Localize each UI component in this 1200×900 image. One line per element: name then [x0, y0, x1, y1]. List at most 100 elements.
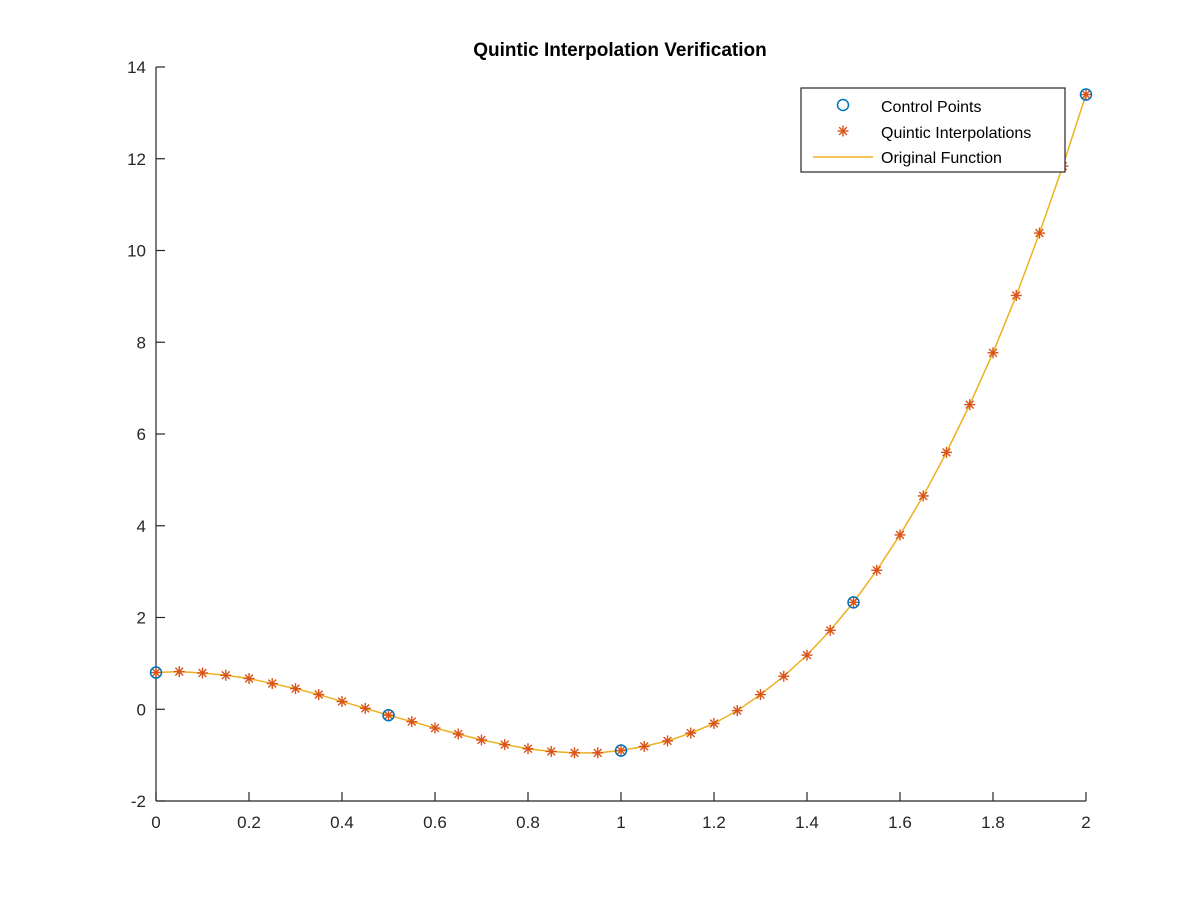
plot-axes: 0 0.2 0.4 0.6 0.8 1 1.2 1.4 1.6 1.8 2 -2 0 2 4 6 8 10 12 14 — [127, 58, 1091, 832]
interpolation-point — [615, 745, 627, 757]
legend-label-original-function: Original Function — [881, 150, 1002, 167]
interpolation-point — [406, 716, 418, 728]
asterisk-stroke — [872, 565, 882, 575]
x-tick-label: 1.4 — [795, 813, 819, 832]
interpolation-point — [708, 717, 720, 729]
interpolation-point — [941, 446, 952, 458]
interpolation-point — [359, 702, 371, 714]
quintic-interpolations-series — [150, 89, 1092, 759]
legend-marker-quintic-interpolations — [837, 125, 849, 137]
asterisk-stroke — [732, 706, 742, 716]
asterisk-stroke — [686, 728, 696, 738]
asterisk-stroke — [1035, 228, 1044, 238]
asterisk-stroke — [663, 736, 672, 746]
interpolation-point — [1080, 89, 1092, 101]
control-points-series — [149, 88, 1093, 757]
control-point — [149, 666, 163, 679]
asterisk-stroke — [895, 530, 905, 540]
interpolation-point — [383, 709, 394, 721]
asterisk-stroke — [802, 650, 812, 660]
x-tick-label: 0 — [151, 813, 160, 832]
asterisk-stroke — [291, 684, 300, 693]
interpolation-point — [173, 666, 185, 678]
asterisk-stroke — [942, 447, 951, 457]
x-tick-label: 0.4 — [330, 813, 354, 832]
asterisk-stroke — [174, 667, 184, 677]
interpolation-point — [313, 689, 325, 701]
asterisk-stroke — [523, 744, 533, 754]
interpolation-point — [1034, 227, 1045, 239]
asterisk-stroke — [639, 742, 649, 751]
interpolation-point — [150, 667, 162, 679]
x-tick-label: 0.6 — [423, 813, 447, 832]
y-tick-label: 4 — [137, 517, 146, 536]
y-tick-label: 6 — [137, 425, 146, 444]
asterisk-stroke — [988, 348, 998, 358]
interpolation-point — [266, 678, 278, 690]
control-point — [382, 708, 395, 722]
interpolation-point — [894, 529, 906, 541]
asterisk-stroke — [477, 735, 486, 745]
control-point — [847, 596, 860, 609]
y-tick-label: 8 — [137, 333, 146, 352]
interpolation-point — [638, 740, 650, 752]
interpolation-point — [336, 695, 348, 707]
interpolation-point — [987, 347, 999, 359]
asterisk-stroke — [221, 670, 231, 680]
x-tick-label: 0.8 — [516, 813, 540, 832]
interpolation-point — [522, 743, 534, 755]
asterisk-stroke — [546, 747, 556, 756]
asterisk-stroke — [918, 491, 928, 501]
asterisk-stroke — [198, 668, 207, 678]
asterisk-stroke — [616, 746, 626, 755]
x-tick-label: 1.6 — [888, 813, 912, 832]
y-tick-label: 12 — [127, 150, 146, 169]
asterisk-stroke — [709, 719, 719, 728]
legend-marker-control-points — [836, 98, 850, 112]
x-tick-label: 0.2 — [237, 813, 261, 832]
interpolation-point — [731, 705, 743, 717]
interpolation-point — [452, 728, 464, 740]
asterisk-stroke — [244, 674, 254, 683]
asterisk-stroke — [825, 625, 835, 635]
interpolation-point — [429, 722, 441, 734]
asterisk-stroke — [1011, 291, 1021, 300]
asterisk-stroke — [407, 717, 417, 727]
asterisk-stroke — [756, 690, 765, 699]
legend-asterisk-marker — [837, 125, 849, 137]
interpolation-point — [848, 596, 859, 608]
x-tick-label: 1 — [616, 813, 625, 832]
asterisk-stroke — [849, 597, 858, 607]
asterisk-stroke — [593, 748, 603, 758]
asterisk-stroke — [337, 697, 347, 706]
interpolation-point — [545, 745, 557, 757]
chart-title: Quintic Interpolation Verification — [473, 40, 766, 61]
legend-label-control-points: Control Points — [881, 99, 982, 116]
interpolation-point — [778, 670, 790, 682]
asterisk-stroke — [570, 748, 579, 758]
x-tick-label: 1.8 — [981, 813, 1005, 832]
asterisk-stroke — [360, 703, 370, 713]
interpolation-point — [755, 689, 766, 701]
y-tick-label: 14 — [127, 58, 146, 77]
x-tick-label: 2 — [1081, 813, 1090, 832]
asterisk-stroke — [965, 400, 975, 410]
interpolation-point — [243, 673, 255, 685]
y-tick-label: 10 — [127, 242, 146, 261]
asterisk-stroke — [151, 668, 161, 677]
interpolation-point — [662, 735, 673, 747]
asterisk-stroke — [267, 679, 277, 688]
interpolation-point — [290, 683, 301, 695]
y-tick-label: -2 — [131, 792, 146, 811]
asterisk-stroke — [838, 126, 848, 136]
x-tick-label: 1.2 — [702, 813, 726, 832]
y-tick-label: 2 — [137, 609, 146, 628]
legend-label-quintic-interpolations: Quintic Interpolations — [881, 125, 1031, 142]
asterisk-stroke — [384, 710, 393, 720]
asterisk-stroke — [1081, 90, 1091, 99]
interpolation-point — [917, 490, 929, 502]
interpolation-point — [801, 649, 813, 661]
interpolation-point — [197, 667, 208, 679]
legend-circle-marker — [836, 98, 850, 112]
